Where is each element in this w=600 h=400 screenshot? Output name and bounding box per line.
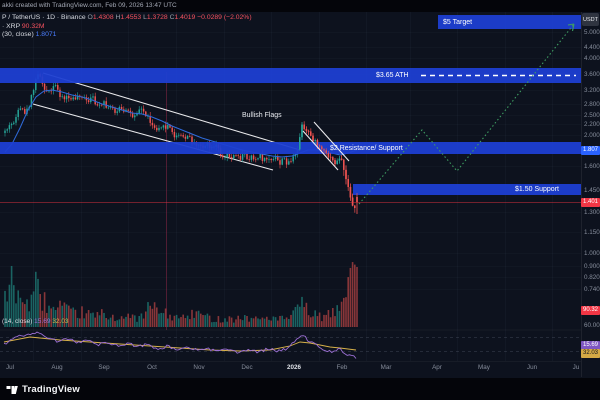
ohlc-close-value: 1.4019 xyxy=(174,14,196,21)
rsi-label: (14, close) xyxy=(2,318,33,325)
axis-value-pill: 32.03 xyxy=(581,348,600,358)
rsi-ma-value: 32.03 xyxy=(52,318,69,325)
ma-label: (30, close) xyxy=(2,31,34,39)
target-band-label[interactable]: $5 Target xyxy=(443,18,473,26)
price-tick: 2.800 xyxy=(584,100,600,108)
symbol-title[interactable]: P / TetherUS · 1D · Binance xyxy=(2,14,86,21)
price-tick: 2.500 xyxy=(584,111,600,119)
axis-value-pill: 1.401 xyxy=(581,197,600,207)
resistance-band-label[interactable]: $2 Resistance/ Support xyxy=(330,144,403,152)
legend-volume-row[interactable]: · XRP 90.32M xyxy=(2,23,252,32)
ohlc-open-value: 1.4308 xyxy=(92,14,114,21)
tradingview-logo-text: TradingView xyxy=(22,383,80,395)
legend-symbol-row[interactable]: P / TetherUS · 1D · Binance O1.4308 H1.4… xyxy=(2,14,252,23)
time-tick: Apr xyxy=(432,364,442,371)
time-tick: Aug xyxy=(51,364,63,371)
rsi-value: 15.69 xyxy=(34,318,51,325)
volume-value: 90.32M xyxy=(21,22,45,30)
time-axis[interactable]: Jul Aug Sep Oct Nov Dec 2026 Feb Mar Apr May Jun Ju xyxy=(0,362,581,377)
ohlc-low-value: 1.3728 xyxy=(146,14,168,21)
rsi-legend[interactable]: (14, close) 15.69 32.03 xyxy=(2,318,69,325)
time-tick: Dec xyxy=(241,364,253,371)
price-axis[interactable]: 5.000 4.400 4.000 3.600 3.200 2.800 2.500 2.200… xyxy=(581,12,600,378)
price-tick: 1.000 xyxy=(584,249,600,257)
ma-value: 1.8071 xyxy=(35,31,57,39)
price-tick: 1.150 xyxy=(584,228,600,236)
price-tick: 2.200 xyxy=(584,120,600,128)
bullish-flags-note[interactable]: Bullish Flags xyxy=(242,112,282,119)
price-tick: 0.900 xyxy=(584,262,600,270)
price-tick: 0.820 xyxy=(584,273,600,281)
price-tick: 0.740 xyxy=(584,285,600,293)
time-tick: Sep xyxy=(98,364,110,371)
time-tick: Jun xyxy=(526,364,538,371)
legend-ma-row[interactable]: (30, close) 1.8071 xyxy=(2,31,252,40)
time-tick: Nov xyxy=(193,364,205,371)
axis-value-pill: 1.807 xyxy=(581,145,600,155)
price-tick: 60.00 xyxy=(584,321,600,329)
ohlc-open-label: O xyxy=(87,14,93,21)
support-band-label[interactable]: $1.50 Support xyxy=(515,186,559,193)
ath-band-label[interactable]: $3.65 ATH xyxy=(376,72,409,79)
bottom-bar: TradingView xyxy=(0,378,600,400)
chart-legend: P / TetherUS · 1D · Binance O1.4308 H1.4… xyxy=(2,14,252,40)
price-tick: 1.300 xyxy=(584,208,600,216)
time-tick: Feb xyxy=(336,364,348,371)
time-tick: Oct xyxy=(147,364,157,371)
currency-toggle-button[interactable]: USDT xyxy=(582,13,599,26)
price-tick: 1.600 xyxy=(584,162,600,170)
top-strip: akki created with TradingView.com, Feb 0… xyxy=(0,0,600,12)
time-tick: 2026 xyxy=(286,364,302,371)
price-tick: 2.000 xyxy=(584,131,600,139)
tradingview-logo-icon xyxy=(6,386,18,394)
time-tick: Ju xyxy=(572,364,580,371)
axis-value-pill: 15.69 xyxy=(581,340,600,350)
change-value: −0.0289 (−2.02%) xyxy=(197,14,252,21)
price-tick: 5.000 xyxy=(584,28,600,36)
volume-label: · XRP xyxy=(2,22,21,30)
price-tick: 4.000 xyxy=(584,54,600,62)
time-tick: May xyxy=(478,364,490,371)
price-tick: 3.200 xyxy=(584,86,600,94)
tradingview-logo[interactable]: TradingView xyxy=(6,383,80,395)
price-tick: 1.450 xyxy=(584,186,600,194)
price-tick: 3.600 xyxy=(584,70,600,78)
ohlc-high-value: 1.4553 xyxy=(120,14,142,21)
axis-value-pill: 90.32 xyxy=(581,305,600,315)
ohlc-low-label: L xyxy=(143,14,147,21)
ohlc-high-label: H xyxy=(115,14,121,21)
time-tick: Mar xyxy=(380,364,392,371)
ohlc-close-label: C xyxy=(169,14,175,21)
price-tick: 4.400 xyxy=(584,43,600,51)
time-tick: Jul xyxy=(5,364,15,371)
watermark-text: akki created with TradingView.com, Feb 0… xyxy=(2,2,177,9)
